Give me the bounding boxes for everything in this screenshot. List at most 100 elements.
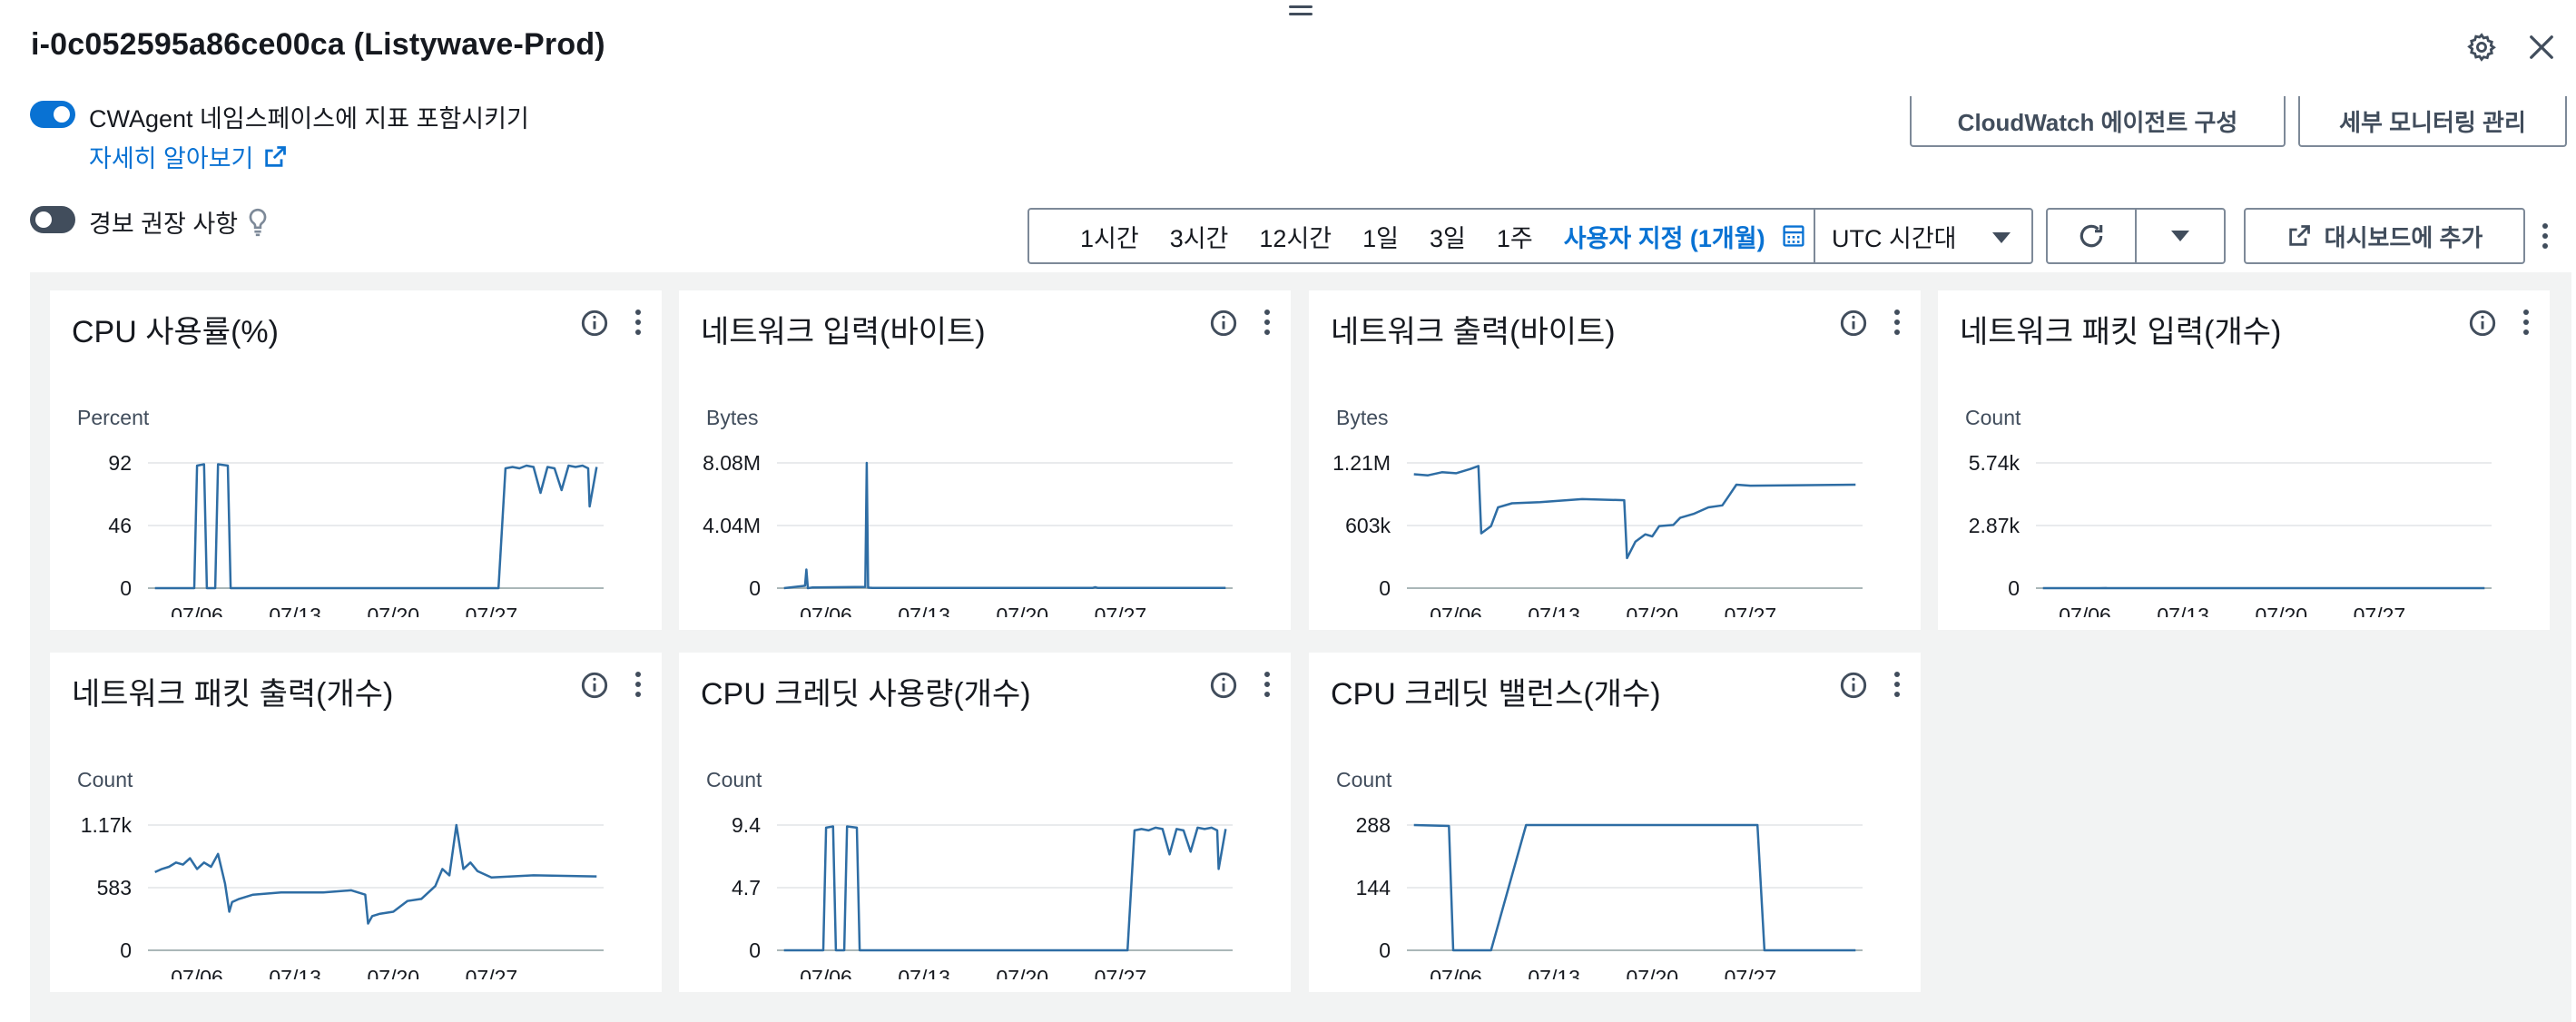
refresh-button[interactable] <box>2046 208 2137 264</box>
x-tick-label: 07/13 <box>1528 966 1580 979</box>
y-tick-label: 0 <box>749 938 761 962</box>
x-tick-label: 07/13 <box>898 966 950 979</box>
settings-button[interactable] <box>2462 27 2502 67</box>
alarm-label-wrap: 경보 권장 사항 <box>89 204 269 240</box>
x-tick-label: 07/06 <box>2059 604 2111 617</box>
info-button[interactable] <box>2468 309 2497 342</box>
widget-actions-button[interactable] <box>634 309 642 340</box>
range-1w[interactable]: 1주 <box>1496 224 1533 252</box>
widget-title: 네트워크 입력(바이트) <box>701 315 986 349</box>
caret-down-icon <box>2171 231 2189 241</box>
vertical-dots-icon <box>2523 310 2529 335</box>
more-options-button[interactable] <box>2536 218 2554 254</box>
info-button[interactable] <box>1839 309 1868 342</box>
timezone-value: UTC 시간대 <box>1832 224 1957 252</box>
instance-title: i-0c052595a86ce00ca (Listywave-Prod) <box>31 27 605 62</box>
metric-widget: CPU 크레딧 밸런스(개수) Count 288 144 0 07/06 07/13 07/… <box>1309 653 1921 992</box>
panel-drag-handle[interactable] <box>1289 5 1313 20</box>
range-custom[interactable]: 사용자 지정 (1개월) <box>1563 224 1765 252</box>
learn-more-label: 자세히 알아보기 <box>89 145 254 172</box>
calendar-icon[interactable] <box>1782 224 1805 248</box>
time-range-selector: 1시간 3시간 12시간 1일 3일 1주 사용자 지정 (1개월) <box>1027 208 1815 264</box>
timezone-select[interactable]: UTC 시간대 <box>1814 208 2033 264</box>
add-to-dashboard-label: 대시보드에 추가 <box>2324 223 2483 251</box>
widget-actions-button[interactable] <box>634 671 642 703</box>
metric-chart: Bytes 8.08M 4.04M 0 07/06 07/13 07/20 07/27 <box>703 406 1233 617</box>
y-tick-label: 0 <box>1379 576 1391 600</box>
widget-actions-button[interactable] <box>1893 309 1901 340</box>
alarm-label: 경보 권장 사항 <box>89 211 239 238</box>
cwagent-label: CWAgent 네임스페이스에 지표 포함시키기 <box>89 105 529 133</box>
y-tick-label: 1.21M <box>1332 451 1391 475</box>
refresh-options-dropdown[interactable] <box>2135 208 2226 264</box>
range-3h[interactable]: 3시간 <box>1169 224 1229 252</box>
y-tick-label: 46 <box>108 514 132 537</box>
range-3d[interactable]: 3일 <box>1429 224 1466 252</box>
external-link-icon <box>2288 225 2310 246</box>
metrics-grid: CPU 사용률(%) Percent 92 46 0 07/06 07/13 07/20 07/… <box>30 272 2571 1022</box>
vertical-dots-icon <box>635 672 641 697</box>
x-tick-label: 07/20 <box>368 966 420 979</box>
x-tick-label: 07/27 <box>1095 966 1147 979</box>
y-tick-label: 0 <box>749 576 761 600</box>
y-axis-unit: Percent <box>77 406 150 429</box>
y-tick-label: 1.17k <box>81 813 133 837</box>
widget-actions-button[interactable] <box>2522 309 2530 340</box>
y-tick-label: 92 <box>108 451 132 475</box>
metric-widget: 네트워크 패킷 입력(개수) Count 5.74k 2.87k 0 07/06 07/13… <box>1938 290 2550 630</box>
x-tick-label: 07/13 <box>269 966 321 979</box>
x-tick-label: 07/20 <box>1627 604 1679 617</box>
info-button[interactable] <box>1209 309 1238 342</box>
toggle-knob <box>35 211 52 228</box>
widget-actions-button[interactable] <box>1893 671 1901 703</box>
metric-chart: Count 9.4 4.7 0 07/06 07/13 07/20 07/27 <box>706 768 1233 979</box>
external-link-icon <box>265 145 287 167</box>
detailed-monitoring-button[interactable]: 세부 모니터링 관리 <box>2298 96 2567 147</box>
vertical-dots-icon <box>2542 223 2548 249</box>
widget-actions-button[interactable] <box>1263 671 1271 703</box>
y-axis-unit: Count <box>1965 406 2021 429</box>
x-tick-label: 07/20 <box>997 966 1049 979</box>
close-button[interactable] <box>2522 27 2561 67</box>
y-tick-label: 144 <box>1356 876 1391 899</box>
y-tick-label: 4.04M <box>703 514 761 537</box>
metric-chart: Count 5.74k 2.87k 0 07/06 07/13 07/20 07/27 <box>1965 406 2492 617</box>
series-line <box>783 461 1226 590</box>
info-icon <box>2469 310 2496 337</box>
x-tick-label: 07/13 <box>269 604 321 617</box>
y-axis-unit: Count <box>706 768 762 791</box>
widget-title: 네트워크 패킷 입력(개수) <box>1960 315 2282 349</box>
add-to-dashboard-button[interactable]: 대시보드에 추가 <box>2244 208 2525 264</box>
info-button[interactable] <box>1839 671 1868 704</box>
y-tick-label: 2.87k <box>1969 514 2020 537</box>
widget-title: CPU 크레딧 밸런스(개수) <box>1331 677 1661 712</box>
vertical-dots-icon <box>1264 672 1270 697</box>
cwagent-toggle[interactable] <box>30 101 75 128</box>
series-line <box>783 825 1227 952</box>
y-tick-label: 603k <box>1345 514 1391 537</box>
x-tick-label: 07/13 <box>2157 604 2209 617</box>
metric-chart: Count 288 144 0 07/06 07/13 07/20 07/27 <box>1336 768 1863 979</box>
metric-widget: CPU 크레딧 사용량(개수) Count 9.4 4.7 0 07/06 07/13 07/… <box>679 653 1291 992</box>
widget-actions-button[interactable] <box>1263 309 1271 340</box>
x-tick-label: 07/13 <box>1528 604 1580 617</box>
y-tick-label: 0 <box>2008 576 2020 600</box>
cloudwatch-agent-config-button[interactable]: CloudWatch 에이전트 구성 <box>1910 96 2286 147</box>
range-1d[interactable]: 1일 <box>1362 224 1399 252</box>
info-button[interactable] <box>580 309 609 342</box>
alarm-recommendations-toggle[interactable] <box>30 206 75 233</box>
range-1h[interactable]: 1시간 <box>1080 224 1139 252</box>
metric-widget: 네트워크 입력(바이트) Bytes 8.08M 4.04M 0 07/06 07/13 07… <box>679 290 1291 630</box>
range-12h[interactable]: 12시간 <box>1259 224 1332 252</box>
x-tick-label: 07/06 <box>1430 966 1482 979</box>
y-tick-label: 288 <box>1356 813 1391 837</box>
metric-chart: Bytes 1.21M 603k 0 07/06 07/13 07/20 07/27 <box>1332 406 1863 617</box>
close-icon <box>2530 35 2553 59</box>
learn-more-link[interactable]: 자세히 알아보기 <box>89 139 288 174</box>
info-button[interactable] <box>1209 671 1238 704</box>
metric-widget: 네트워크 패킷 출력(개수) Count 1.17k 583 0 07/06 07/13 07… <box>50 653 662 992</box>
info-button[interactable] <box>580 671 609 704</box>
x-tick-label: 07/27 <box>2354 604 2406 617</box>
metric-widget: 네트워크 출력(바이트) Bytes 1.21M 603k 0 07/06 07/13 07/… <box>1309 290 1921 630</box>
y-tick-label: 9.4 <box>732 813 761 837</box>
